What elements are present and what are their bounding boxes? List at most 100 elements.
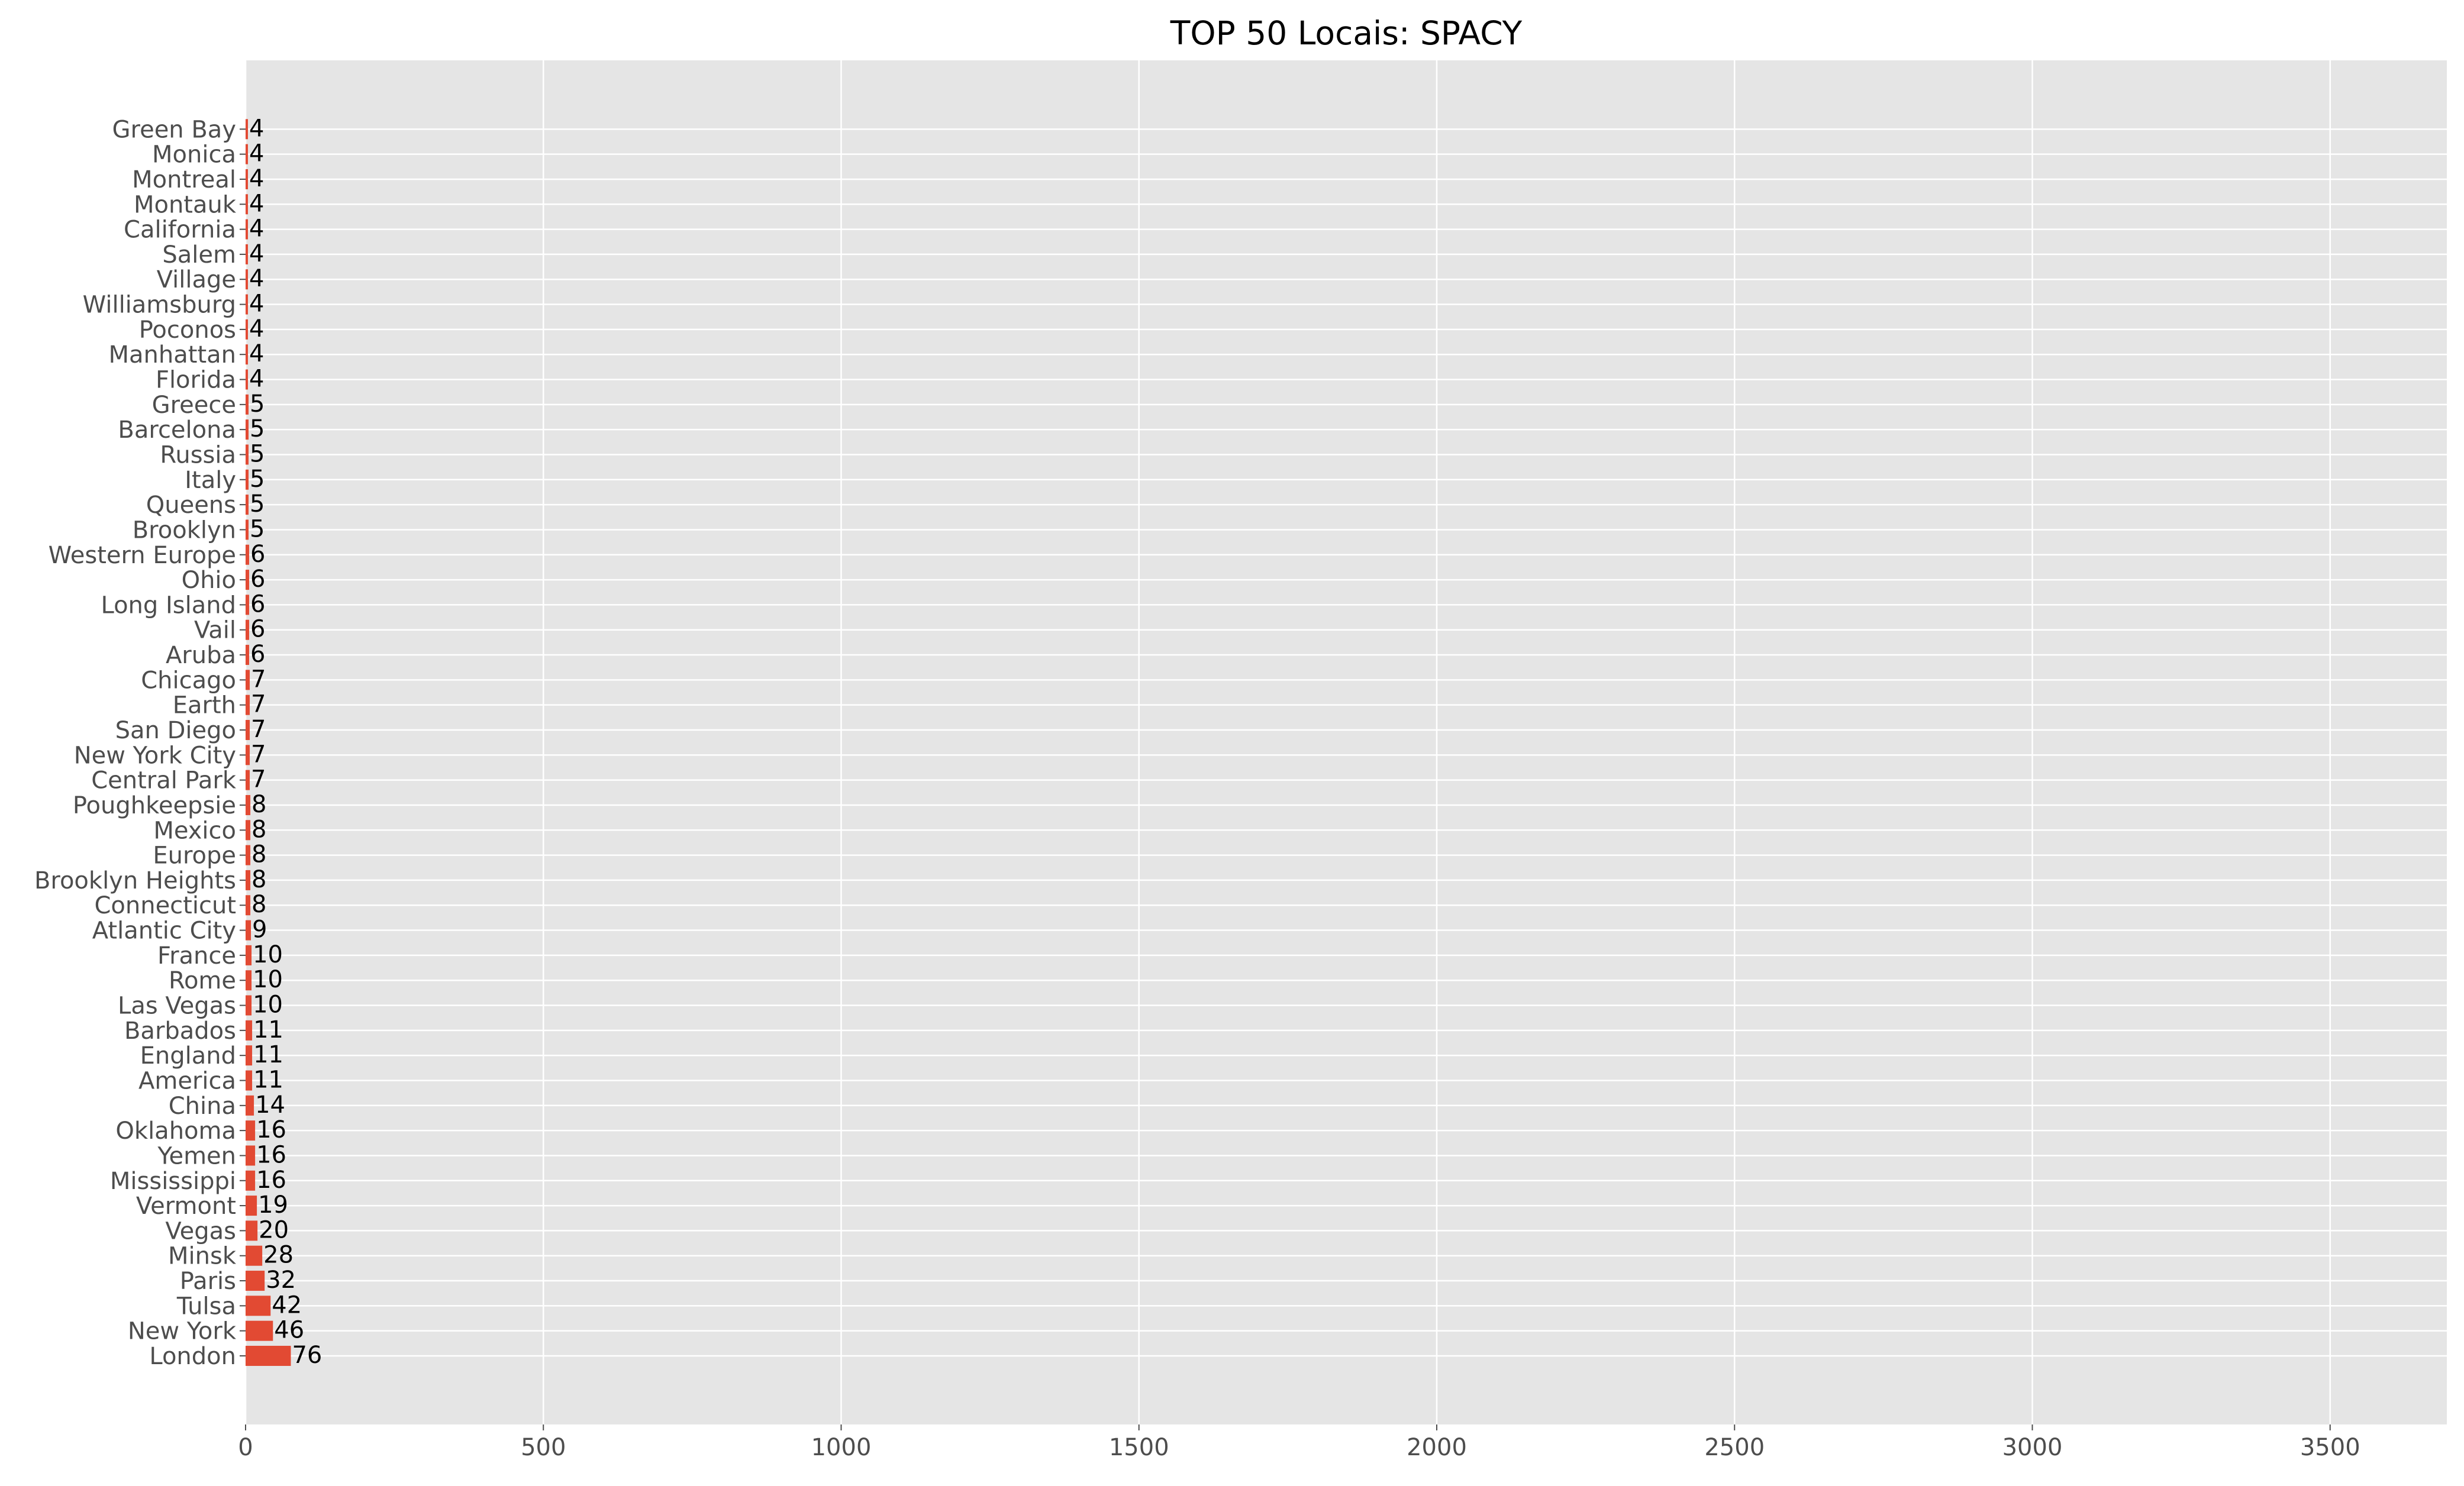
bar-value-label: 7 <box>251 766 266 793</box>
y-tick-label: Montauk <box>134 191 237 218</box>
y-tick-label: Connecticut <box>94 892 236 919</box>
bar-value-label: 42 <box>272 1291 302 1319</box>
bar-value-label: 32 <box>266 1267 296 1294</box>
bar-value-label: 76 <box>292 1342 322 1369</box>
bar <box>246 119 249 140</box>
chart-title: TOP 50 Locais: SPACY <box>1170 14 1523 52</box>
bar-value-label: 7 <box>251 691 266 718</box>
y-tick-label: Salem <box>162 241 236 269</box>
bar-value-label: 5 <box>250 490 265 518</box>
y-tick-label: Long Island <box>101 592 236 619</box>
x-tick-label: 3500 <box>2300 1434 2360 1461</box>
bar <box>246 570 250 590</box>
y-tick-label: England <box>140 1042 236 1070</box>
y-tick-label: Europe <box>153 842 236 870</box>
y-tick-label: Paris <box>180 1268 236 1295</box>
y-tick-label: Monica <box>152 141 236 169</box>
bar-value-label: 4 <box>249 315 264 343</box>
value-labels: 7646423228201916161614111111101010988888… <box>249 115 322 1369</box>
bar <box>246 995 252 1016</box>
bar-value-label: 16 <box>256 1116 286 1143</box>
y-tick-label: Minsk <box>168 1243 237 1270</box>
bar-value-label: 16 <box>256 1167 286 1194</box>
y-tick-label: Poughkeepsie <box>73 792 236 819</box>
y-tick-label: America <box>138 1067 236 1094</box>
y-tick-label: Central Park <box>91 767 237 794</box>
bar <box>246 619 250 640</box>
y-tick-label: Rome <box>169 967 236 994</box>
bar-value-label: 11 <box>253 1041 283 1068</box>
y-tick-label: Green Bay <box>112 116 236 143</box>
bar-value-label: 10 <box>253 991 283 1019</box>
y-tick-label: Earth <box>173 692 236 719</box>
bar-value-label: 8 <box>251 816 266 843</box>
y-tick-label: Mexico <box>153 817 236 844</box>
x-axis: 0 500 1000 1500 2000 2500 3000 3500 <box>238 1424 2360 1461</box>
bar <box>246 970 252 991</box>
y-tick-label: San Diego <box>115 717 236 744</box>
y-tick-label: Vermont <box>136 1193 236 1220</box>
y-tick-label: Yemen <box>157 1142 236 1170</box>
bars <box>246 119 291 1366</box>
y-tick-label: London <box>149 1343 236 1370</box>
y-tick-label: Aruba <box>166 642 236 669</box>
bar <box>246 645 250 666</box>
y-tick-label: China <box>169 1093 236 1120</box>
bar-value-label: 4 <box>249 140 264 167</box>
bar-value-label: 4 <box>249 215 264 243</box>
bar-value-label: 6 <box>250 541 265 568</box>
bar <box>246 419 249 440</box>
bar <box>246 444 249 465</box>
bar <box>246 820 251 841</box>
bar-value-label: 10 <box>253 966 283 993</box>
bar-value-label: 46 <box>274 1317 304 1344</box>
bar <box>246 169 249 189</box>
bar-value-label: 4 <box>249 340 264 367</box>
x-tick-label: 500 <box>521 1434 566 1461</box>
bar <box>246 519 249 540</box>
y-tick-label: Florida <box>156 367 236 394</box>
bar-value-label: 6 <box>250 641 265 668</box>
bar-value-label: 4 <box>249 366 264 393</box>
bar <box>246 845 251 865</box>
bar <box>246 294 249 315</box>
bar <box>246 870 251 890</box>
bar <box>246 1346 291 1366</box>
x-tick-label: 2000 <box>1407 1434 1467 1461</box>
bar <box>246 670 250 690</box>
bar <box>246 794 251 815</box>
bar-value-label: 4 <box>249 290 264 318</box>
y-tick-label: New York City <box>74 742 236 769</box>
bar-value-label: 6 <box>250 566 265 593</box>
bar <box>246 495 249 515</box>
bar-value-label: 8 <box>251 891 266 918</box>
bar <box>246 595 250 615</box>
bar-value-label: 28 <box>263 1242 294 1269</box>
y-tick-label: Oklahoma <box>115 1117 236 1145</box>
bar-value-label: 14 <box>255 1091 285 1119</box>
bar-value-label: 4 <box>249 265 264 292</box>
bar-value-label: 8 <box>251 791 266 818</box>
y-tick-label: Queens <box>146 492 236 519</box>
y-tick-label: Poconos <box>139 316 236 344</box>
bar-value-label: 16 <box>256 1141 286 1168</box>
bar <box>246 1296 271 1316</box>
bar <box>246 1196 257 1216</box>
bar-value-label: 7 <box>251 716 266 743</box>
y-tick-label: Vegas <box>165 1217 236 1245</box>
x-tick-label: 1500 <box>1109 1434 1169 1461</box>
y-tick-label: Manhattan <box>109 341 236 369</box>
bar <box>246 1320 273 1341</box>
bar-value-label: 7 <box>251 666 266 693</box>
y-tick-label: Russia <box>160 441 236 469</box>
y-tick-label: Western Europe <box>49 542 236 569</box>
y-tick-label: Vail <box>194 617 236 644</box>
plot-area <box>246 60 2447 1424</box>
bar <box>246 219 249 240</box>
bar <box>246 945 252 965</box>
bar <box>246 895 251 916</box>
bar-value-label: 11 <box>253 1016 283 1044</box>
x-tick-label: 3000 <box>2002 1434 2063 1461</box>
bar <box>246 1271 265 1291</box>
y-tick-label: Mississippi <box>110 1168 236 1195</box>
